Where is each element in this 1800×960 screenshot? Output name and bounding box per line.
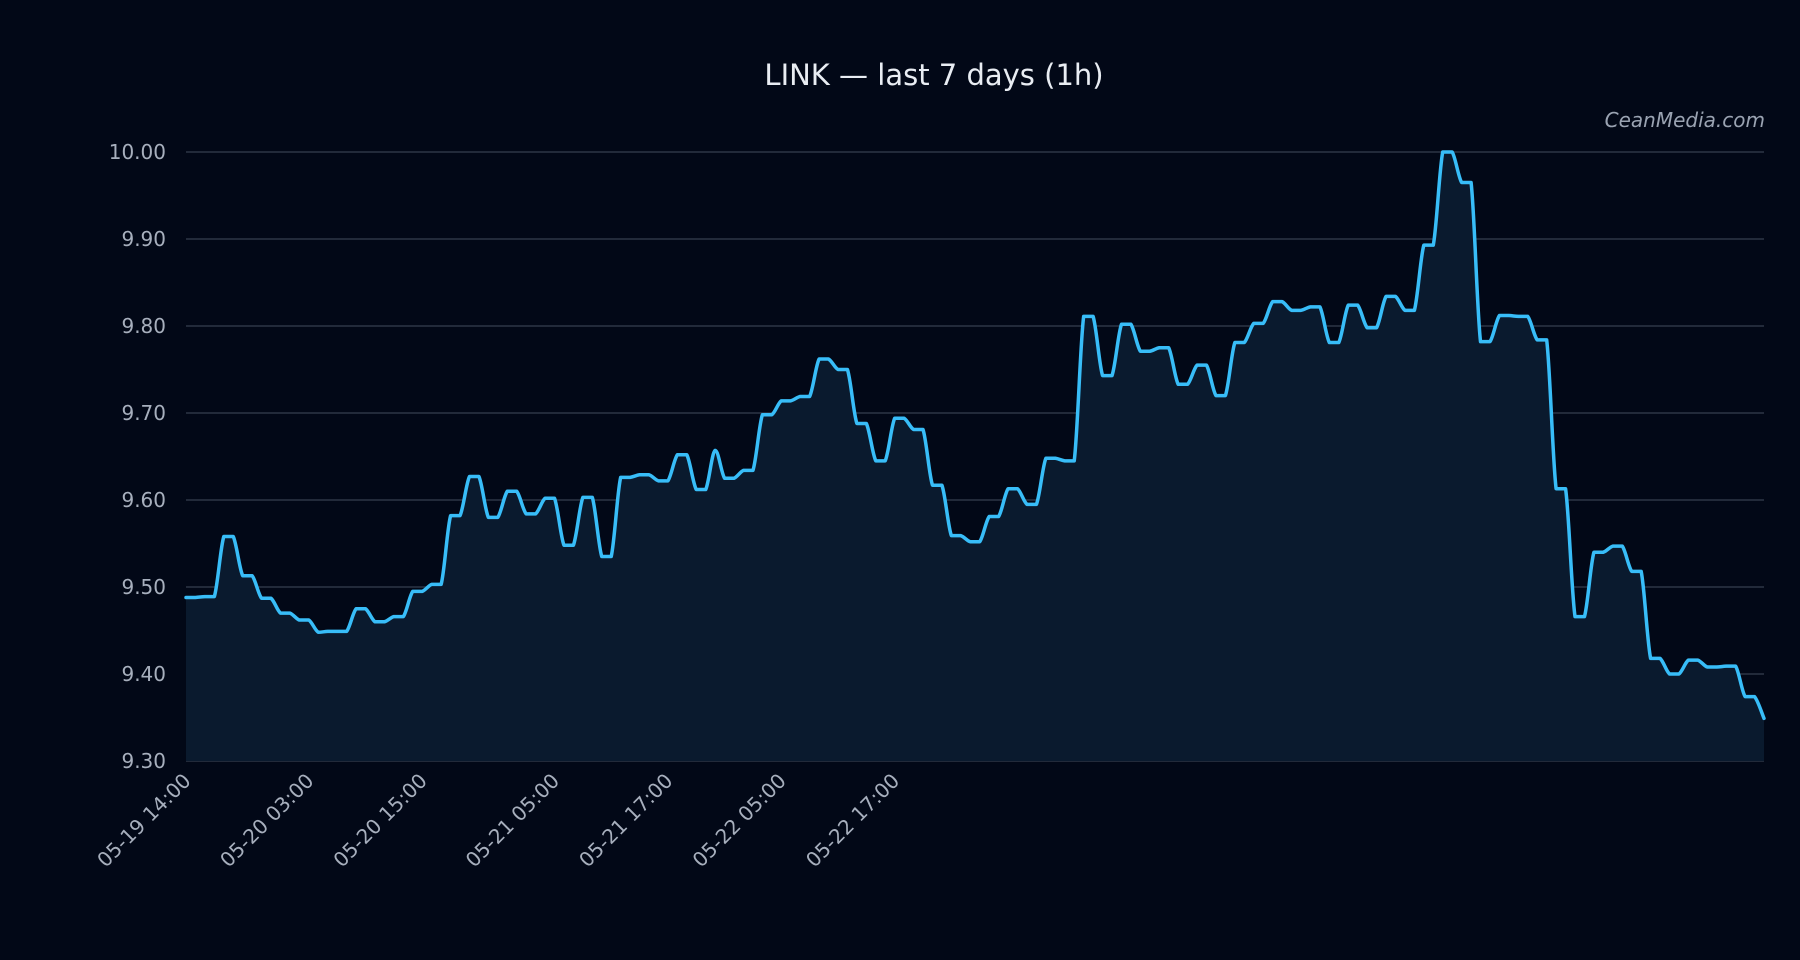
price-line (184, 150, 1766, 721)
x-tick-label: 05-19 14:00 (92, 769, 195, 872)
x-tick-label: 05-21 17:00 (574, 769, 677, 872)
x-axis: 05-19 14:00 05-20 03:00 05-20 15:00 05-21 0… (92, 769, 904, 872)
x-tick-label: 05-20 03:00 (215, 769, 318, 872)
price-area (186, 152, 1764, 761)
y-tick-label: 9.70 (121, 401, 166, 425)
area-layer (186, 152, 1764, 761)
y-tick-label: 9.50 (121, 575, 166, 599)
y-axis: 9.30 9.40 9.50 9.60 9.70 9.80 9.90 10.00 (109, 140, 166, 773)
x-tick-label: 05-21 05:00 (461, 769, 564, 872)
x-tick-label: 05-22 17:00 (801, 769, 904, 872)
x-tick-label: 05-20 15:00 (328, 769, 431, 872)
watermark: CeanMedia.com (1605, 108, 1765, 132)
x-tick-label: 05-22 05:00 (688, 769, 791, 872)
y-tick-label: 9.60 (121, 488, 166, 512)
line-layer (184, 150, 1766, 721)
y-tick-label: 9.80 (121, 314, 166, 338)
y-tick-label: 9.90 (121, 227, 166, 251)
chart-title: LINK — last 7 days (1h) (764, 58, 1103, 92)
y-tick-label: 9.40 (121, 662, 166, 686)
y-tick-label: 9.30 (121, 749, 166, 773)
y-tick-label: 10.00 (109, 140, 166, 164)
